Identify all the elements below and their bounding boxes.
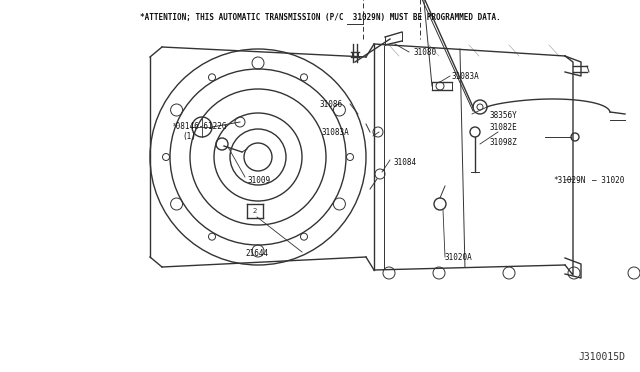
Text: 21644: 21644 [245, 250, 268, 259]
Text: (1): (1) [182, 131, 196, 141]
Text: — 31020: — 31020 [592, 176, 625, 185]
Text: 31083A: 31083A [452, 71, 480, 80]
Text: 31020A: 31020A [445, 253, 473, 262]
Text: ³08146-6122G: ³08146-6122G [172, 122, 227, 131]
Text: 31098Z: 31098Z [490, 138, 518, 147]
Text: 31009: 31009 [248, 176, 271, 185]
Text: 31082E: 31082E [490, 122, 518, 131]
Text: 31080: 31080 [414, 48, 437, 57]
Text: 2: 2 [253, 208, 257, 214]
Text: 31083A: 31083A [322, 128, 349, 137]
Text: 31084: 31084 [394, 157, 417, 167]
Text: *31029N: *31029N [553, 176, 586, 185]
Text: 38356Y: 38356Y [490, 110, 518, 119]
Text: J310015D: J310015D [578, 352, 625, 362]
Text: 31086: 31086 [320, 99, 343, 109]
Text: *ATTENTION; THIS AUTOMATIC TRANSMISSION (P/C  31029N) MUST BE PROGRAMMED DATA.: *ATTENTION; THIS AUTOMATIC TRANSMISSION … [140, 13, 500, 22]
